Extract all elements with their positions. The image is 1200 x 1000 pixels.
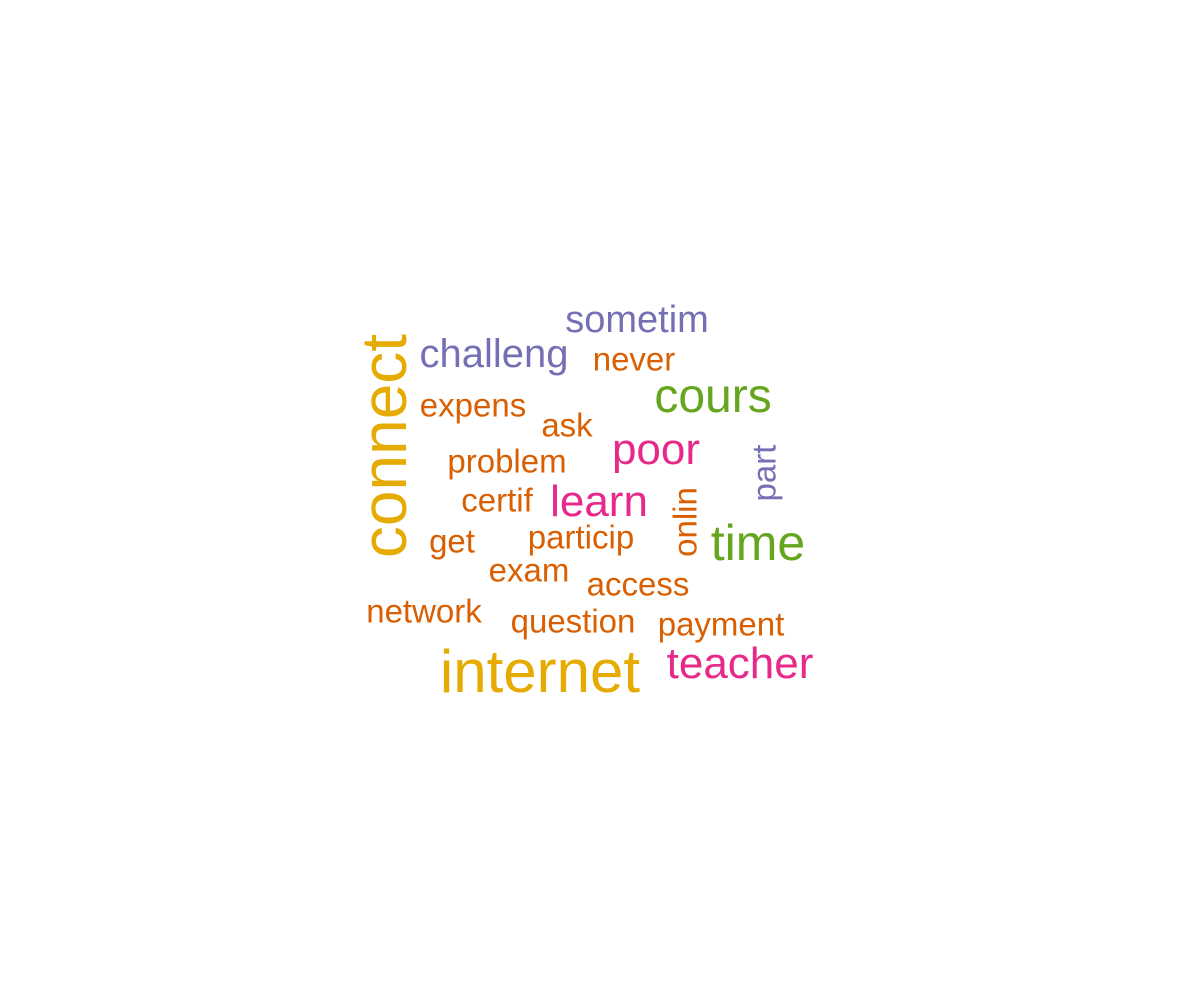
word-question: question bbox=[510, 602, 636, 640]
word-teacher: teacher bbox=[666, 639, 814, 688]
word-time: time bbox=[710, 515, 806, 571]
word-exam: exam bbox=[488, 551, 570, 589]
word-network: network bbox=[366, 592, 482, 630]
word-access: access bbox=[586, 565, 690, 603]
word-expens: expens bbox=[419, 386, 527, 424]
word-payment: payment bbox=[657, 605, 785, 643]
word-certif: certif bbox=[461, 481, 533, 519]
word-ask: ask bbox=[541, 406, 593, 444]
word-poor: poor bbox=[611, 425, 701, 474]
word-internet: internet bbox=[439, 638, 641, 705]
word-problem: problem bbox=[447, 442, 567, 480]
word-never: never bbox=[592, 340, 676, 378]
word-cours: cours bbox=[654, 370, 772, 423]
word-sometim: sometim bbox=[565, 299, 709, 341]
word-get: get bbox=[429, 522, 475, 560]
word-connect: connect bbox=[348, 333, 420, 559]
word-particip: particip bbox=[527, 518, 635, 556]
word-learn: learn bbox=[550, 477, 648, 526]
word-part: part bbox=[745, 444, 783, 502]
word-onlin: onlin bbox=[666, 487, 704, 557]
word-challeng: challeng bbox=[419, 332, 569, 376]
